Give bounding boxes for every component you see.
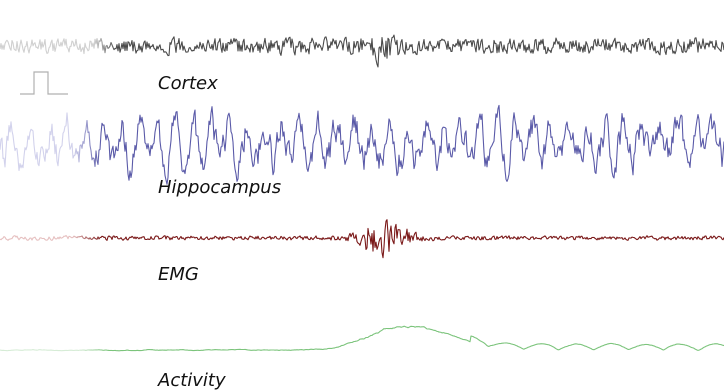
trace-emg bbox=[0, 219, 724, 259]
trace-hippocampus bbox=[0, 104, 724, 185]
trace-activity bbox=[0, 325, 724, 352]
label-cortex: Cortex bbox=[158, 73, 218, 94]
label-activity: Activity bbox=[157, 370, 226, 390]
label-emg: EMG bbox=[158, 264, 199, 285]
label-hippocampus: Hippocampus bbox=[158, 177, 281, 198]
stimulus-pulse-marker bbox=[20, 71, 68, 95]
trace-cortex bbox=[0, 34, 724, 68]
